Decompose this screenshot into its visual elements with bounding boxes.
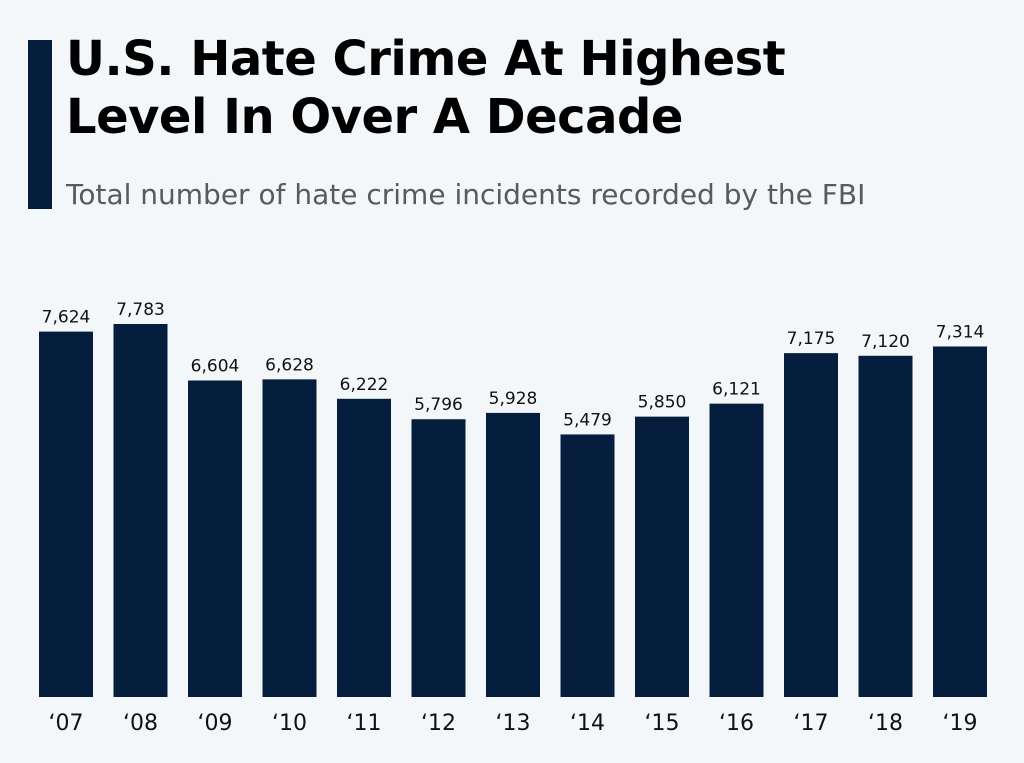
x-tick-label: ‘12 bbox=[421, 711, 456, 736]
data-label: 5,850 bbox=[638, 393, 687, 413]
data-label: 6,121 bbox=[712, 380, 761, 400]
bar-9 bbox=[709, 403, 764, 697]
x-tick-label: ‘09 bbox=[198, 711, 233, 736]
data-label: 5,479 bbox=[563, 410, 612, 430]
data-label: 7,314 bbox=[936, 322, 985, 342]
bar-4 bbox=[337, 398, 391, 697]
bar-6 bbox=[486, 412, 540, 697]
bar-2 bbox=[188, 380, 242, 697]
bar-7 bbox=[560, 434, 615, 697]
x-tick-label: ‘15 bbox=[645, 711, 680, 736]
bar-1 bbox=[113, 324, 168, 697]
data-label: 6,628 bbox=[265, 355, 314, 375]
x-tick-label: ‘13 bbox=[496, 711, 531, 736]
data-label: 7,120 bbox=[861, 332, 910, 352]
data-label: 7,783 bbox=[116, 300, 165, 320]
x-tick-label: ‘16 bbox=[719, 711, 754, 736]
bar-11 bbox=[858, 355, 913, 697]
chart-title: U.S. Hate Crime At Highest Level In Over… bbox=[66, 30, 786, 146]
bar-0 bbox=[39, 331, 93, 697]
x-tick-label: ‘18 bbox=[868, 711, 903, 736]
title-line-1: U.S. Hate Crime At Highest bbox=[66, 31, 786, 87]
x-tick-label: ‘11 bbox=[347, 711, 382, 736]
bar-5 bbox=[411, 419, 466, 697]
title-accent-bar bbox=[28, 40, 52, 209]
x-tick-label: ‘17 bbox=[794, 711, 829, 736]
bar-8 bbox=[635, 416, 689, 697]
data-label: 6,222 bbox=[340, 375, 389, 395]
x-tick-label: ‘07 bbox=[49, 711, 84, 736]
chart-subtitle: Total number of hate crime incidents rec… bbox=[66, 178, 866, 211]
bar-3 bbox=[262, 379, 317, 697]
x-tick-label: ‘08 bbox=[123, 711, 158, 736]
x-tick-label: ‘19 bbox=[943, 711, 978, 736]
bar-10 bbox=[784, 353, 838, 697]
bar-12 bbox=[933, 346, 987, 697]
data-label: 7,624 bbox=[42, 308, 91, 328]
x-tick-label: ‘10 bbox=[272, 711, 307, 736]
data-label: 5,928 bbox=[489, 389, 538, 409]
data-label: 6,604 bbox=[191, 357, 240, 377]
data-label: 5,796 bbox=[414, 395, 463, 415]
x-tick-label: ‘14 bbox=[570, 711, 605, 736]
title-line-2: Level In Over A Decade bbox=[66, 89, 683, 145]
data-label: 7,175 bbox=[787, 329, 836, 349]
